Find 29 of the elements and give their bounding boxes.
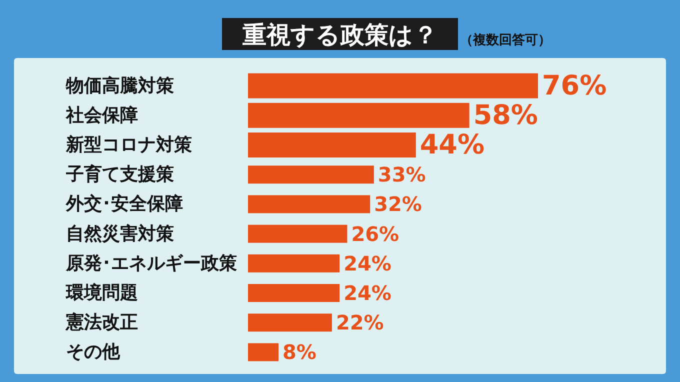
data-label: 26% xyxy=(351,222,400,246)
y-tick-label: 外交･安全保障 xyxy=(65,194,183,215)
y-tick-label: 原発･エネルギー政策 xyxy=(65,252,237,274)
data-label: 24% xyxy=(344,251,392,276)
bar xyxy=(248,254,340,272)
data-label: 33% xyxy=(378,162,426,187)
y-tick-label: その他 xyxy=(66,342,121,363)
data-label: 44% xyxy=(420,130,485,160)
data-label: 8% xyxy=(282,340,316,364)
y-tick-label: 物価高騰対策 xyxy=(65,75,174,96)
data-label: 24% xyxy=(344,281,392,305)
bar xyxy=(248,224,348,243)
y-tick-label: 憲法改正 xyxy=(65,312,138,334)
bar xyxy=(248,314,332,332)
y-tick-label: 自然災害対策 xyxy=(66,223,174,244)
chart-title: 重視する政策は？ xyxy=(242,21,438,49)
data-label: 22% xyxy=(336,310,384,335)
y-tick-label: 環境問題 xyxy=(65,282,138,304)
chart-subtitle: （複数回答可） xyxy=(460,32,551,48)
y-tick-label: 新型コロナ対策 xyxy=(65,134,192,156)
data-label: 76% xyxy=(542,70,607,102)
y-tick-label: 子育て支援策 xyxy=(65,163,174,186)
data-label: 58% xyxy=(473,100,538,131)
bar xyxy=(248,195,370,214)
bar xyxy=(248,284,340,302)
bar xyxy=(248,166,374,184)
y-tick-label: 社会保障 xyxy=(65,104,138,126)
bar xyxy=(248,343,279,362)
data-label: 32% xyxy=(374,192,422,216)
